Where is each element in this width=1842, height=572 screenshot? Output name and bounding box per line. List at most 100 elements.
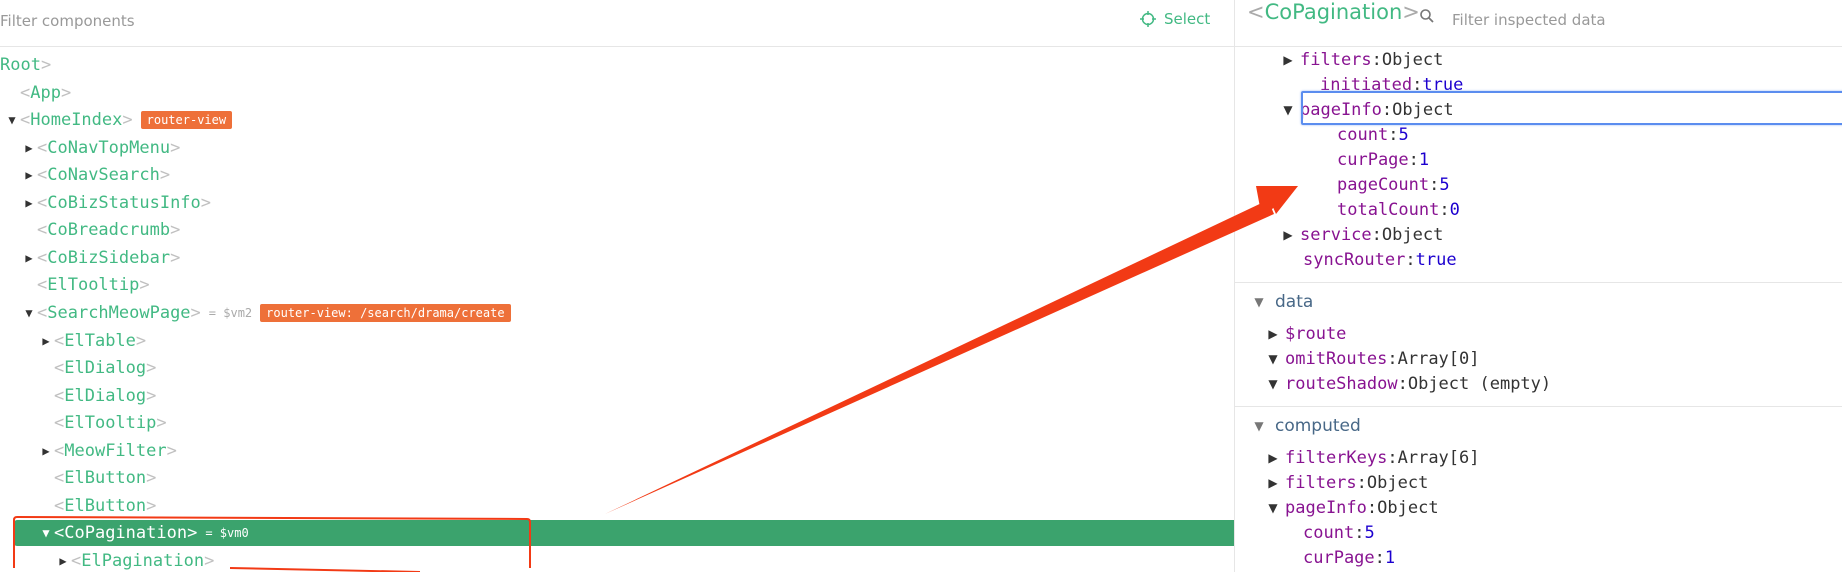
component-name: ElButton <box>64 468 147 489</box>
component-name: ElTable <box>64 330 136 351</box>
prop-row[interactable]: ▼ omitRoutes: Array[0] <box>1265 347 1480 371</box>
bracket-open: < <box>54 523 65 544</box>
component-name: CoPagination <box>64 523 188 544</box>
tree-row-selected[interactable]: ▼ < CoPagination > = $vm0 <box>14 520 1234 547</box>
colon: : <box>1366 498 1378 518</box>
prop-row[interactable]: count: 5 <box>1283 521 1375 545</box>
tree-row[interactable]: < ElDialog > <box>0 355 156 381</box>
bracket-open: < <box>37 302 48 323</box>
prop-value: Array[0] <box>1397 349 1480 369</box>
tree-row[interactable]: < CoBreadcrumb > <box>0 217 180 243</box>
triangle-down-icon[interactable]: ▼ <box>1268 352 1278 366</box>
computed-section-title[interactable]: ▼ computed <box>1251 414 1360 438</box>
triangle-down-icon[interactable]: ▼ <box>1268 377 1278 391</box>
tree-row[interactable]: ▶ < CoNavSearch > <box>0 162 170 188</box>
tree-row[interactable]: ▼ < SearchMeowPage > = $vm2 router-view: /sea… <box>0 300 511 326</box>
bracket-open: < <box>54 358 65 379</box>
tree-row[interactable]: ▶ < ElTable > <box>0 328 146 354</box>
tree-row[interactable]: ▶ < MeowFilter > <box>0 438 176 464</box>
triangle-right-icon[interactable]: ▶ <box>42 443 50 458</box>
prop-row[interactable]: ▼ pageInfo: Object <box>1280 98 1453 122</box>
tree-row[interactable]: Root > <box>0 52 51 78</box>
prop-row[interactable]: ▶ $route <box>1265 322 1346 346</box>
bracket-close: > <box>146 385 157 406</box>
prop-row[interactable]: ▼ routeShadow: Object (empty) <box>1265 372 1551 396</box>
triangle-right-icon[interactable]: ▶ <box>59 553 67 568</box>
triangle-down-icon[interactable]: ▼ <box>1283 103 1293 117</box>
prop-row[interactable]: count: 5 <box>1317 123 1409 147</box>
bracket-open: < <box>20 110 31 131</box>
tree-row[interactable]: < ElTooltip > <box>0 272 150 298</box>
triangle-right-icon[interactable]: ▶ <box>1283 228 1293 242</box>
triangle-down-icon[interactable]: ▼ <box>42 526 50 541</box>
section-separator <box>1235 282 1842 283</box>
prop-row[interactable]: ▶ filterKeys: Array[6] <box>1265 446 1479 470</box>
prop-value: 1 <box>1418 150 1430 170</box>
prop-row[interactable]: initiated: true <box>1300 73 1463 97</box>
prop-row[interactable]: ▶ service: Object <box>1280 223 1443 247</box>
triangle-down-icon: ▼ <box>1254 419 1264 433</box>
data-section-title[interactable]: ▼ data <box>1251 290 1313 314</box>
inspector-pane: <CoPagination> ▶ filters: Object initiated… <box>1235 0 1842 572</box>
bracket-open: < <box>54 468 65 489</box>
bracket-close: > <box>170 137 181 158</box>
tree-row[interactable]: ▶ < ElPagination > <box>0 548 214 572</box>
triangle-right-icon[interactable]: ▶ <box>25 195 33 210</box>
triangle-right-icon[interactable]: ▶ <box>1268 476 1278 490</box>
tree-row[interactable]: ▶ < CoBizSidebar > <box>0 245 180 271</box>
triangle-right-icon[interactable]: ▶ <box>42 333 50 348</box>
vm-reference: = $vm2 <box>208 305 253 320</box>
colon: : <box>1408 150 1419 170</box>
section-separator <box>1235 406 1842 407</box>
triangle-right-icon[interactable]: ▶ <box>1268 327 1278 341</box>
tree-row[interactable]: ▶ < CoNavTopMenu > <box>0 135 180 161</box>
tree-row[interactable]: < ElButton > <box>0 465 156 491</box>
prop-key: count <box>1337 125 1389 145</box>
prop-row[interactable]: totalCount: 0 <box>1317 198 1460 222</box>
inspector-header: <CoPagination> <box>1235 0 1842 47</box>
colon: : <box>1412 75 1423 95</box>
tree-row[interactable]: ▶ < CoBizStatusInfo > <box>0 190 211 216</box>
bracket-close: > <box>40 55 52 75</box>
bracket-close: > <box>122 110 133 131</box>
prop-row[interactable]: ▼ pageInfo: Object <box>1265 496 1438 520</box>
select-button[interactable]: Select <box>1140 5 1210 33</box>
tree-row[interactable]: < App > <box>0 80 71 106</box>
prop-row[interactable]: ▶ filters: Object <box>1265 471 1428 495</box>
triangle-right-icon[interactable]: ▶ <box>1268 451 1278 465</box>
bracket-close: > <box>135 330 147 351</box>
filter-components-input[interactable] <box>0 7 600 35</box>
triangle-right-icon[interactable]: ▶ <box>25 140 33 155</box>
triangle-right-icon[interactable]: ▶ <box>25 168 33 183</box>
bracket-close: > <box>146 468 157 489</box>
triangle-down-icon[interactable]: ▼ <box>1268 501 1278 515</box>
prop-row[interactable]: curPage: 1 <box>1317 148 1429 172</box>
tree-row[interactable]: < ElDialog > <box>0 383 156 409</box>
prop-row[interactable]: pageCount: 5 <box>1317 173 1450 197</box>
triangle-right-icon[interactable]: ▶ <box>25 250 33 265</box>
prop-value: Object (empty) <box>1407 374 1552 394</box>
prop-row[interactable]: ▶ filters: Object <box>1280 48 1443 72</box>
bracket-close: > <box>187 523 198 544</box>
prop-value: 5 <box>1398 125 1409 145</box>
triangle-down-icon[interactable]: ▼ <box>25 305 33 320</box>
bracket-close: > <box>156 413 167 434</box>
prop-value: Object <box>1366 473 1429 493</box>
filter-inspected-input[interactable] <box>1452 6 1812 34</box>
prop-key: totalCount <box>1337 200 1440 220</box>
triangle-down-icon[interactable]: ▼ <box>8 113 16 128</box>
prop-key: routeShadow <box>1285 374 1398 394</box>
prop-key: filters <box>1300 50 1372 70</box>
tree-row[interactable]: ▼ < HomeIndex > router-view <box>0 107 233 133</box>
triangle-right-icon[interactable]: ▶ <box>1283 53 1293 67</box>
component-name: CoNavSearch <box>47 165 160 186</box>
prop-row[interactable]: syncRouter: true <box>1283 248 1457 272</box>
prop-value: 5 <box>1364 523 1375 543</box>
prop-key: $route <box>1285 324 1347 344</box>
prop-row[interactable]: curPage: 1 <box>1283 546 1395 570</box>
tree-row[interactable]: < ElButton > <box>0 493 156 519</box>
colon: : <box>1381 100 1393 120</box>
colon: : <box>1371 225 1382 245</box>
component-name: CoBizStatusInfo <box>47 192 201 213</box>
tree-row[interactable]: < ElTooltip > <box>0 410 167 436</box>
